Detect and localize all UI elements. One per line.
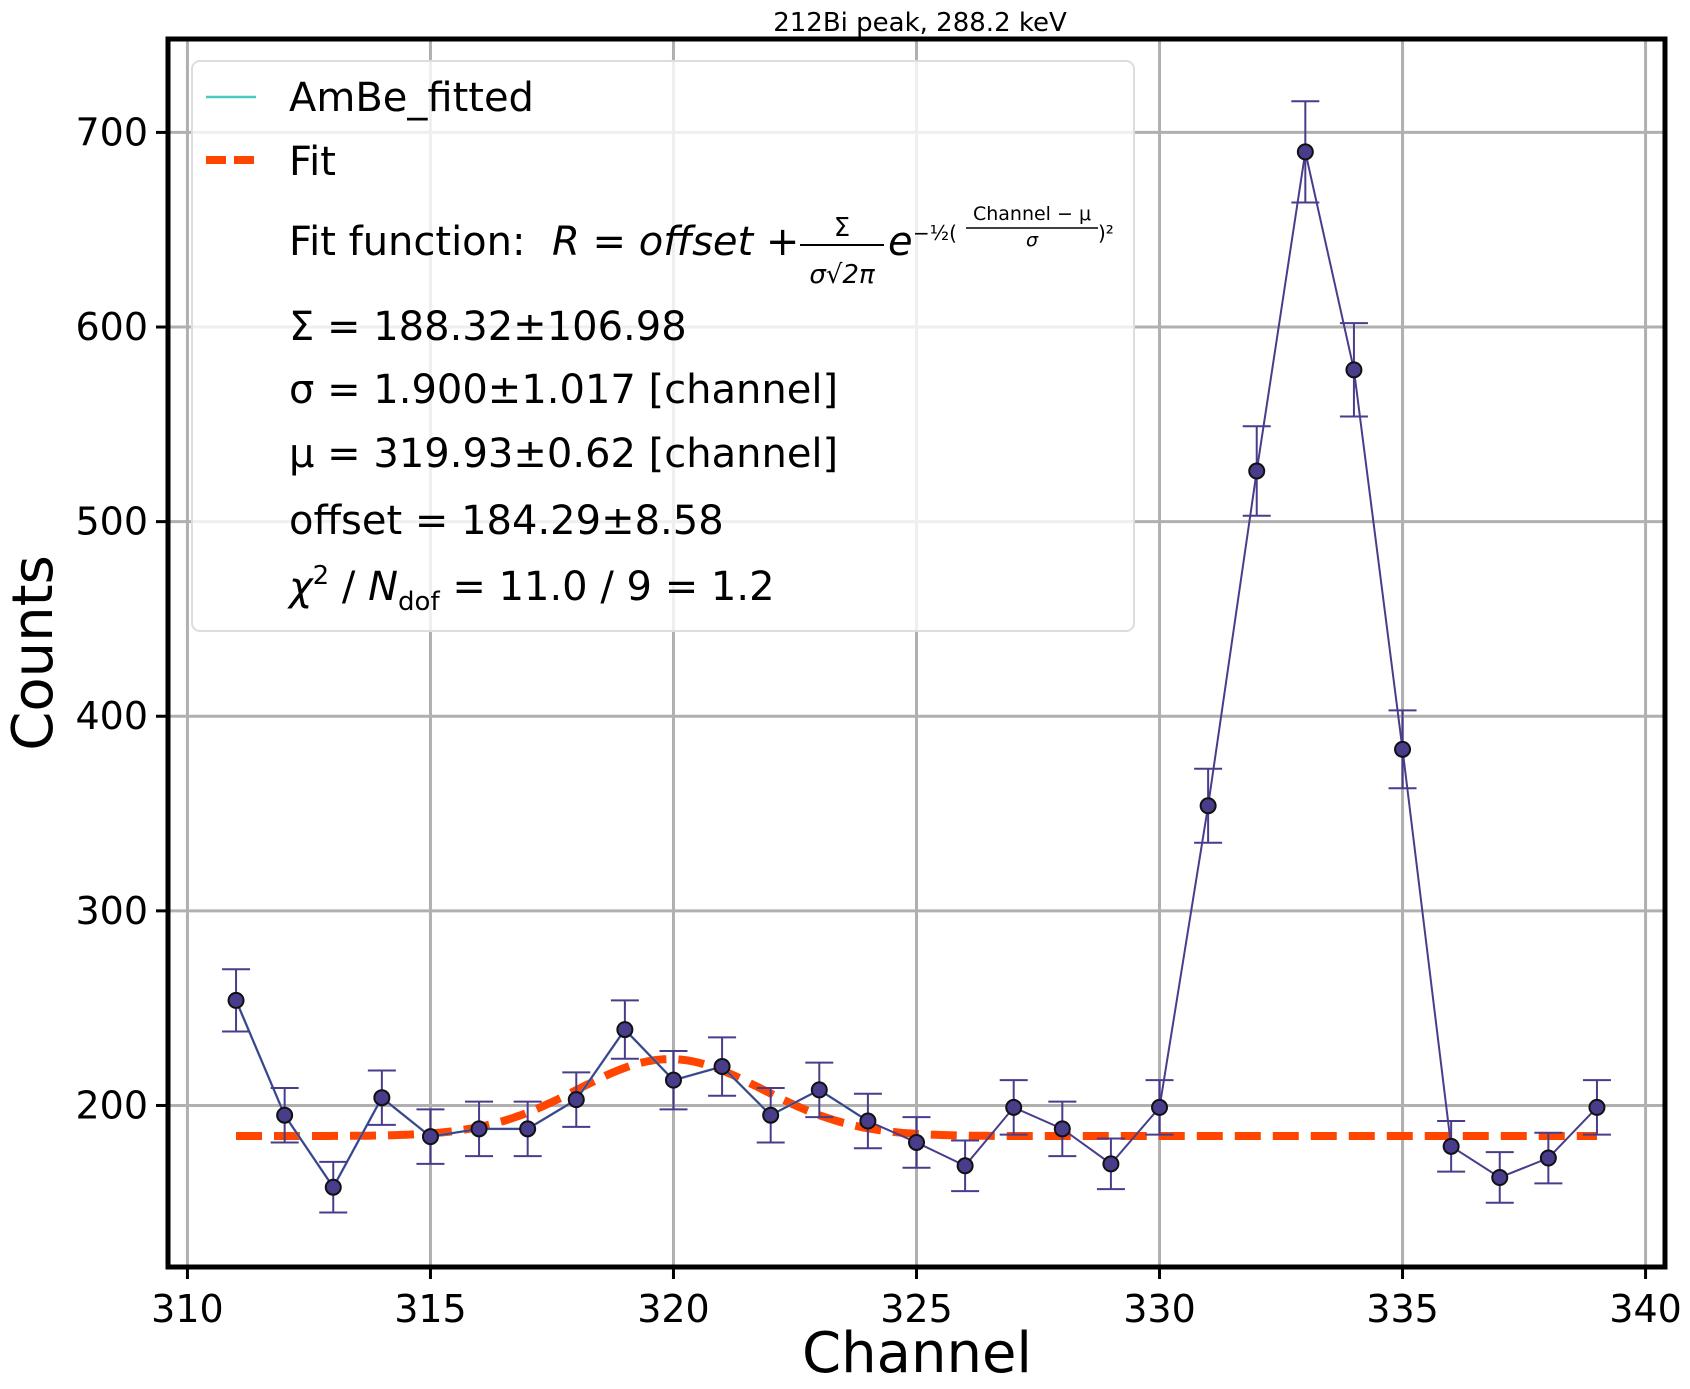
x-tick-label: 335: [1366, 1287, 1439, 1331]
legend: AmBe_fitted Fit Fit function: R = offset…: [191, 60, 1135, 632]
data-point: [616, 1021, 634, 1039]
data-point: [810, 1081, 828, 1099]
data-point: [1394, 740, 1412, 758]
formula-numerator: Σ: [834, 213, 850, 243]
legend-sigma: σ = 1.900±1.017 [channel]: [289, 367, 838, 413]
legend-box: [191, 60, 1135, 632]
data-point: [859, 1112, 877, 1130]
y-tick-label: 600: [75, 305, 148, 349]
data-point: [713, 1058, 731, 1076]
x-tick-label: 325: [880, 1287, 953, 1331]
data-point: [1151, 1098, 1169, 1116]
data-point: [1588, 1098, 1606, 1116]
data-point: [956, 1157, 974, 1175]
legend-mu: μ = 319.93±0.62 [channel]: [289, 431, 838, 477]
y-tick-label: 400: [75, 694, 148, 738]
y-tick-label: 300: [75, 889, 148, 933]
chart-title: 212Bi peak, 288.2 keV: [773, 8, 1067, 38]
legend-offset: offset = 184.29±8.58: [289, 498, 724, 544]
data-point: [1102, 1155, 1120, 1173]
legend-fit-function-formula: R = offset +: [552, 219, 799, 265]
data-point: [908, 1133, 925, 1151]
plot-frame: [165, 36, 1668, 1270]
data-point: [1248, 462, 1266, 480]
data-point: [762, 1106, 780, 1124]
legend-fit-label: Fit: [289, 139, 336, 185]
data-point: [664, 1071, 682, 1089]
legend-ambe-label: AmBe_fitted: [289, 75, 534, 121]
data-point: [227, 991, 245, 1009]
data-point: [1539, 1149, 1557, 1167]
data-point: [276, 1106, 294, 1124]
data-point: [1296, 143, 1314, 161]
data-point: [1199, 797, 1217, 815]
data-point: [324, 1178, 342, 1196]
x-tick-label: 330: [1123, 1287, 1196, 1331]
formula-denominator: σ√2π: [809, 260, 875, 290]
data-points: [227, 143, 1606, 1196]
y-axis-label: Counts: [1, 555, 66, 750]
x-tick-label: 340: [1609, 1287, 1682, 1331]
data-point: [1491, 1168, 1509, 1186]
data-point: [1053, 1120, 1071, 1138]
axis-ticks: 310 315 320 325 330 335 340 200 300 400 500 600 700: [75, 110, 1681, 1331]
formula-exponent: −½(: [913, 221, 957, 245]
data-point: [421, 1128, 439, 1146]
data-point: [1442, 1137, 1460, 1155]
data-point: [567, 1091, 585, 1109]
x-axis-label: Channel: [802, 1321, 1032, 1386]
formula-exp-numerator: Channel − μ: [973, 203, 1091, 225]
y-tick-label: 500: [75, 500, 148, 544]
y-tick-label: 200: [75, 1083, 148, 1127]
legend-fit-function-label: Fit function:: [289, 219, 525, 265]
data-point: [519, 1120, 537, 1138]
y-tick-label: 700: [75, 110, 148, 154]
data-point: [373, 1089, 391, 1107]
data-point: [470, 1120, 488, 1138]
formula-exp-denominator: σ: [1026, 229, 1039, 251]
legend-chi2: χ2 / Ndof = 11.0 / 9 = 1.2: [287, 561, 775, 617]
formula-exp-base: e: [888, 219, 913, 265]
x-tick-label: 320: [637, 1287, 710, 1331]
legend-sigma-sum: Σ = 188.32±106.98: [289, 304, 687, 350]
formula-exp-close: )²: [1098, 221, 1114, 245]
legend-fit-function: Fit function: R = offset + Σ σ√2π e −½( …: [289, 203, 1114, 290]
data-point: [1005, 1098, 1023, 1116]
data-point: [1345, 361, 1363, 379]
x-tick-label: 315: [394, 1287, 467, 1331]
x-tick-label: 310: [151, 1287, 224, 1331]
